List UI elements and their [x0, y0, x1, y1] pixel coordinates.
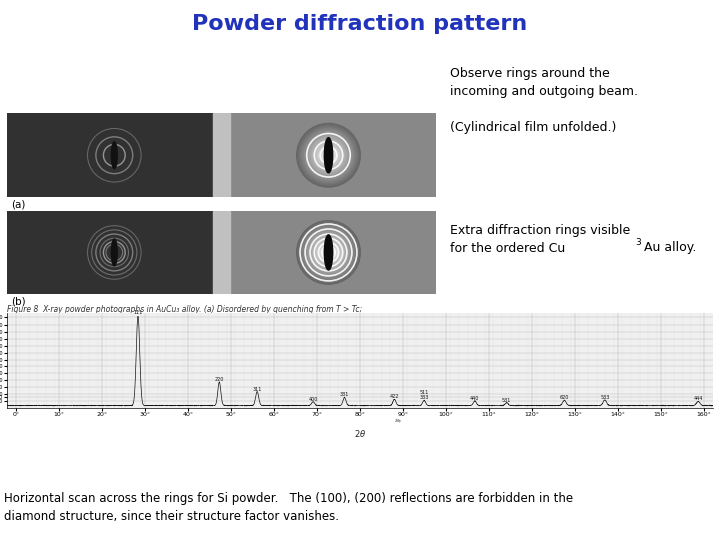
Text: Extra diffraction rings visible
for the ordered Cu: Extra diffraction rings visible for the …	[450, 224, 630, 255]
Ellipse shape	[320, 245, 336, 260]
Text: (a): (a)	[11, 200, 25, 210]
Ellipse shape	[327, 154, 330, 157]
Text: 511
333: 511 333	[420, 389, 429, 400]
Ellipse shape	[316, 240, 341, 265]
Ellipse shape	[324, 151, 333, 160]
Text: 620: 620	[559, 395, 569, 400]
Ellipse shape	[318, 144, 340, 166]
Ellipse shape	[303, 130, 354, 181]
Ellipse shape	[325, 249, 332, 255]
Ellipse shape	[316, 143, 341, 168]
Text: 400: 400	[308, 397, 318, 402]
Ellipse shape	[325, 152, 332, 158]
Text: (Cylindrical film unfolded.): (Cylindrical film unfolded.)	[450, 122, 616, 134]
Ellipse shape	[311, 138, 346, 173]
Ellipse shape	[300, 126, 357, 184]
Ellipse shape	[302, 128, 356, 183]
Text: (b): (b)	[11, 297, 25, 307]
Bar	[213, 211, 230, 294]
Text: $_{2\theta_p}$: $_{2\theta_p}$	[395, 417, 403, 427]
Ellipse shape	[310, 136, 348, 174]
Ellipse shape	[112, 142, 117, 168]
Ellipse shape	[314, 238, 343, 267]
Ellipse shape	[305, 131, 352, 179]
Ellipse shape	[312, 237, 344, 268]
Ellipse shape	[112, 239, 117, 266]
Text: 444: 444	[693, 396, 703, 401]
Ellipse shape	[300, 224, 357, 281]
Text: Powder diffraction pattern: Powder diffraction pattern	[192, 14, 528, 33]
Ellipse shape	[324, 248, 333, 257]
Bar	[7, 211, 222, 294]
Bar	[7, 113, 222, 197]
Bar	[7, 211, 222, 294]
Text: 422: 422	[390, 394, 399, 399]
Text: Figure 8  X-ray powder photographs in AuCu₃ alloy. (a) Disordered by quenching f: Figure 8 X-ray powder photographs in AuC…	[7, 305, 362, 314]
Ellipse shape	[306, 133, 351, 178]
Ellipse shape	[298, 125, 359, 185]
Ellipse shape	[297, 221, 360, 284]
Text: 533: 533	[600, 395, 610, 400]
Ellipse shape	[298, 222, 359, 282]
Text: 311: 311	[253, 387, 262, 392]
Bar	[222, 113, 436, 197]
Text: 220: 220	[215, 377, 224, 382]
Text: Observe rings around the
incoming and outgoing beam.: Observe rings around the incoming and ou…	[450, 68, 638, 98]
Ellipse shape	[310, 233, 348, 272]
Text: Horizontal scan across the rings for Si powder.   The (100), (200) reflections a: Horizontal scan across the rings for Si …	[4, 492, 572, 505]
Ellipse shape	[302, 225, 356, 280]
Ellipse shape	[311, 235, 346, 270]
Ellipse shape	[312, 139, 344, 171]
Text: Au alloy.: Au alloy.	[644, 241, 697, 254]
Text: 531: 531	[502, 398, 511, 403]
Text: 111: 111	[133, 310, 143, 315]
Ellipse shape	[319, 243, 338, 262]
Ellipse shape	[314, 141, 343, 170]
Ellipse shape	[324, 138, 333, 173]
Text: $2\theta$: $2\theta$	[354, 429, 366, 440]
Ellipse shape	[322, 149, 335, 161]
Ellipse shape	[322, 246, 335, 259]
Ellipse shape	[320, 147, 336, 163]
Text: diamond structure, since their structure factor vanishes.: diamond structure, since their structure…	[4, 510, 338, 523]
Ellipse shape	[308, 134, 349, 176]
Ellipse shape	[297, 124, 360, 187]
Text: 440: 440	[470, 396, 480, 401]
Text: 3: 3	[636, 238, 642, 247]
Text: (b) ordered by annealing at T < Tc.: (b) ordered by annealing at T < Tc.	[7, 313, 141, 322]
Ellipse shape	[327, 251, 330, 254]
Ellipse shape	[308, 232, 349, 273]
Ellipse shape	[306, 230, 351, 275]
Ellipse shape	[324, 235, 333, 270]
Bar	[213, 113, 230, 197]
Text: 331: 331	[340, 393, 349, 397]
Ellipse shape	[318, 241, 340, 264]
Ellipse shape	[303, 227, 354, 278]
Bar	[7, 113, 222, 197]
Ellipse shape	[305, 228, 352, 276]
Bar	[222, 211, 436, 294]
Ellipse shape	[319, 146, 338, 165]
